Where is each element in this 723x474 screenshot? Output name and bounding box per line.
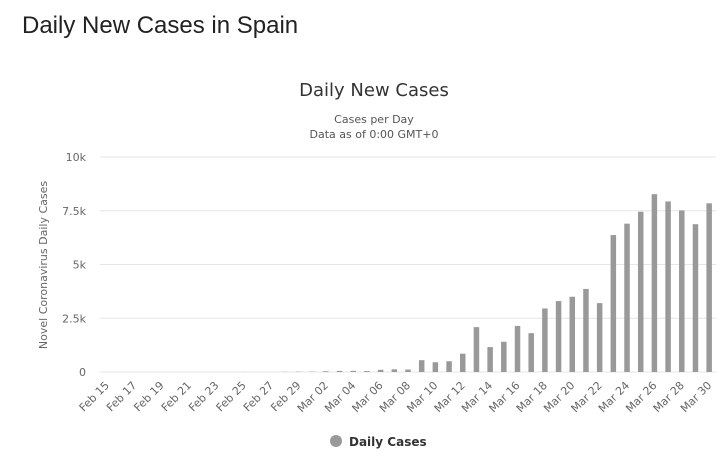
bar[interactable]	[528, 333, 534, 372]
x-tick-label: Mar 30	[678, 379, 714, 415]
bar[interactable]	[473, 327, 480, 372]
bar[interactable]	[542, 308, 548, 372]
bar[interactable]	[350, 370, 356, 372]
bar[interactable]	[418, 360, 425, 372]
bar[interactable]	[624, 223, 630, 372]
y-tick-label: 0	[79, 366, 86, 379]
bar[interactable]	[405, 369, 411, 372]
grid-layer	[100, 156, 716, 373]
bar[interactable]	[501, 341, 507, 372]
bar[interactable]	[679, 210, 685, 372]
y-tick-label: 2.5k	[62, 312, 86, 325]
bar[interactable]	[665, 201, 671, 372]
chart-subtitle-line-1: Cases per Day	[334, 113, 414, 126]
y-tick-label: 7.5k	[62, 205, 86, 218]
bar[interactable]	[364, 371, 370, 372]
bar[interactable]	[555, 301, 562, 372]
bar[interactable]	[336, 370, 343, 372]
bar[interactable]	[596, 303, 603, 372]
bar[interactable]	[706, 203, 712, 372]
legend[interactable]: Daily Cases	[330, 435, 427, 449]
y-tick-label: 5k	[73, 259, 87, 272]
bar[interactable]	[377, 369, 384, 372]
bar[interactable]	[432, 362, 439, 372]
bar-series	[227, 194, 712, 372]
y-axis-ticks: 0 2.5k 5k 7.5k 10k	[62, 151, 86, 379]
page-title: Daily New Cases in Spain	[22, 12, 299, 39]
bar[interactable]	[514, 325, 521, 372]
y-axis-label: Novel Coronavirus Daily Cases	[37, 181, 50, 349]
chart-title: Daily New Cases	[299, 80, 449, 101]
bar[interactable]	[569, 296, 576, 372]
chart-subtitle-line-2: Data as of 0:00 GMT+0	[310, 128, 439, 141]
bar[interactable]	[583, 288, 589, 372]
bar[interactable]	[323, 371, 329, 372]
y-tick-label: 10k	[66, 151, 87, 164]
bar[interactable]	[391, 369, 398, 372]
bar[interactable]	[637, 211, 644, 372]
bar[interactable]	[446, 361, 452, 372]
bar[interactable]	[692, 224, 699, 372]
bar[interactable]	[460, 353, 466, 372]
bar[interactable]	[610, 235, 617, 372]
bar[interactable]	[651, 194, 658, 372]
legend-label[interactable]: Daily Cases	[349, 435, 427, 449]
bar[interactable]	[487, 347, 493, 372]
legend-marker-icon[interactable]	[330, 435, 342, 447]
